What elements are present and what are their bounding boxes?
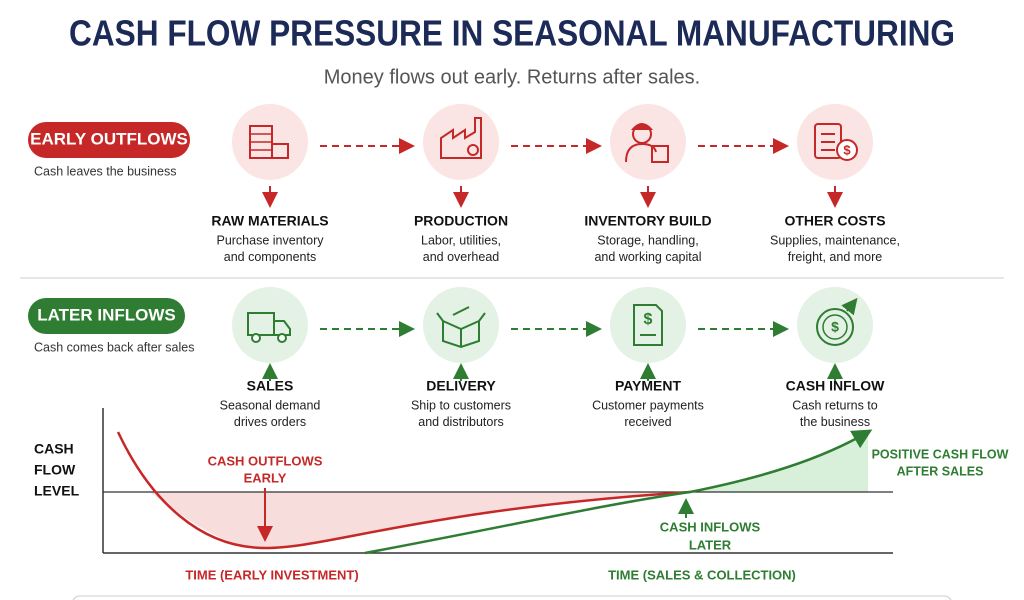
step-title: DELIVERY	[426, 378, 496, 394]
section-note: Cash leaves the business	[34, 164, 176, 178]
icon: $	[644, 311, 653, 328]
icon	[440, 117, 482, 159]
outflow-label: EARLY	[244, 470, 287, 485]
positive-label: POSITIVE CASH FLOW	[872, 447, 1009, 461]
inflow-label: CASH INFLOWS	[660, 519, 761, 534]
step-desc: received	[624, 415, 671, 429]
icon	[836, 139, 858, 161]
axis-label: LEVEL	[34, 483, 80, 499]
inflow-label: LATER	[689, 537, 732, 552]
step-desc: Seasonal demand	[220, 398, 321, 412]
outflows-section: EARLY OUTFLOWS Cash leaves the business RA…	[28, 104, 900, 264]
step-desc: drives orders	[234, 415, 306, 429]
icon	[247, 312, 275, 336]
icon	[277, 333, 287, 343]
icon	[467, 144, 479, 156]
icon	[816, 308, 854, 346]
icon: $	[843, 142, 851, 157]
positive-label: AFTER SALES	[897, 464, 984, 478]
step-title: PRODUCTION	[414, 213, 508, 229]
outflow-label: CASH OUTFLOWS	[208, 453, 323, 468]
icon	[251, 333, 261, 343]
subtitle: Money flows out early. Returns after sal…	[324, 66, 700, 88]
icon: $	[831, 319, 839, 335]
step-desc: Labor, utilities,	[421, 233, 501, 247]
step-title: RAW MATERIALS	[211, 213, 328, 229]
step-desc: Storage, handling,	[597, 233, 698, 247]
step-desc: and working capital	[594, 250, 701, 264]
icon	[625, 142, 657, 163]
outflow-area	[150, 492, 690, 548]
step-desc: Customer payments	[592, 398, 704, 412]
section-note: Cash comes back after sales	[34, 340, 195, 354]
icon	[631, 123, 653, 130]
step-desc: and overhead	[423, 250, 500, 264]
icon	[841, 297, 858, 316]
outflow-curve	[116, 431, 691, 550]
section-label: EARLY OUTFLOWS	[30, 129, 188, 148]
step-desc: Ship to customers	[411, 398, 511, 412]
step-icon-bg	[423, 104, 499, 180]
step-title: INVENTORY BUILD	[584, 213, 711, 229]
time-label: TIME (EARLY INVESTMENT)	[185, 567, 358, 582]
section-pill	[28, 298, 185, 334]
inflow-area	[690, 432, 868, 492]
section-pill	[28, 122, 190, 158]
icon	[822, 314, 848, 340]
section-label: LATER INFLOWS	[37, 305, 176, 324]
bottom-panel	[72, 595, 952, 600]
step-desc: Purchase inventory	[216, 233, 324, 247]
step-title: SALES	[247, 378, 294, 394]
step-icon-bg	[423, 287, 499, 363]
inflow-curve	[364, 429, 873, 555]
step-desc: and components	[224, 250, 316, 264]
axis-label: CASH	[34, 441, 74, 457]
cash-flow-curve	[102, 408, 893, 555]
step-icon-bg	[610, 287, 686, 363]
icon	[651, 145, 669, 163]
step-title: PAYMENT	[615, 378, 682, 394]
step-desc: and distributors	[418, 415, 503, 429]
icon	[442, 319, 480, 349]
step-desc: the business	[800, 415, 870, 429]
inflows-section: LATER INFLOWS Cash comes back after sales…	[28, 287, 885, 429]
icon	[436, 306, 486, 322]
axis-label: FLOW	[34, 462, 76, 478]
step-icon-bg	[232, 287, 308, 363]
title: CASH FLOW PRESSURE IN SEASONAL MANUFACTU…	[69, 13, 955, 54]
icon	[271, 143, 289, 159]
step-desc: Cash returns to	[792, 398, 878, 412]
step-title: CASH INFLOW	[786, 378, 886, 394]
step-desc: freight, and more	[788, 250, 883, 264]
step-title: OTHER COSTS	[784, 213, 885, 229]
icon	[633, 304, 663, 346]
time-label: TIME (SALES & COLLECTION)	[608, 567, 796, 582]
step-desc: Supplies, maintenance,	[770, 233, 900, 247]
